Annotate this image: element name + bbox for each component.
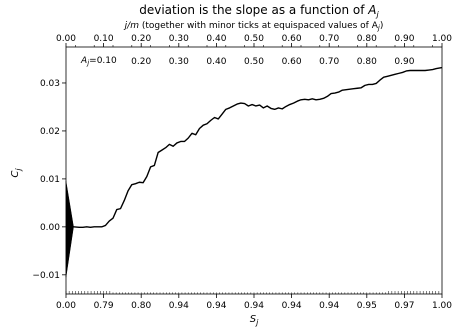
- plot-frame: [65, 46, 443, 295]
- inner-tick-label-5: 0.70: [319, 57, 339, 67]
- top-tick-label-8: 0.80: [357, 34, 377, 44]
- top-tick-label-3: 0.30: [169, 34, 189, 44]
- inner-annotation-var: A: [80, 56, 87, 66]
- top-tick-label-4: 0.40: [206, 34, 226, 44]
- top-tick-label-7: 0.70: [319, 34, 339, 44]
- inner-tick-label-3: 0.50: [244, 57, 264, 67]
- inner-tick-label-0: 0.20: [131, 57, 151, 67]
- y-tick-label-3: 0.02: [40, 127, 60, 137]
- top-tick-label-9: 0.90: [394, 34, 414, 44]
- y-tick-label-2: 0.01: [40, 175, 60, 185]
- bottom-tick-label-7: 0.94: [319, 301, 339, 311]
- top-tick-label-2: 0.20: [131, 34, 151, 44]
- top-tick-label-6: 0.60: [282, 34, 302, 44]
- inner-tick-label-1: 0.30: [169, 57, 189, 67]
- y-axis-label-var: C: [10, 171, 21, 178]
- y-tick-label-1: 0.00: [40, 223, 60, 233]
- bottom-tick-label-2: 0.80: [131, 301, 151, 311]
- top-axis-label: j/m (together with minor ticks at equisp…: [123, 21, 384, 32]
- bottom-tick-label-0: 0.00: [56, 301, 76, 311]
- chart-title-sub: j: [376, 10, 380, 19]
- y-axis-label: Cj: [10, 168, 23, 178]
- inner-annotation-sub: j: [86, 59, 89, 67]
- chart-title-text: deviation is the slope as a function of: [139, 3, 368, 17]
- top-tick-label-1: 0.10: [94, 34, 114, 44]
- bottom-tick-label-3: 0.94: [169, 301, 189, 311]
- bottom-tick-label-10: 1.00: [432, 301, 452, 311]
- series-spike: [65, 181, 74, 278]
- inner-annotation: Aj=0.10: [80, 56, 117, 67]
- top-axis-label-text: (together with minor ticks at equispaced…: [139, 21, 379, 31]
- bottom-tick-label-1: 0.79: [94, 301, 114, 311]
- y-tick-label-4: 0.03: [40, 79, 60, 89]
- series-line-0: [66, 66, 443, 229]
- y-tick-label-0: −0.01: [32, 271, 60, 281]
- data-layer: [65, 66, 443, 278]
- inner-annotation-rest: =0.10: [89, 56, 117, 66]
- top-tick-label-0: 0.00: [56, 34, 76, 44]
- bottom-tick-label-4: 0.94: [206, 301, 226, 311]
- x-axis-label: Sj: [250, 314, 259, 327]
- top-axis-label-var: j/m: [123, 21, 140, 31]
- inner-tick-label-4: 0.60: [282, 57, 302, 67]
- chart-title: deviation is the slope as a function of …: [139, 3, 379, 19]
- top-axis-label-suffix: ): [380, 21, 384, 31]
- chart-title-var: A: [367, 3, 376, 17]
- top-tick-label-5: 0.50: [244, 34, 264, 44]
- x-axis-label-sub: j: [255, 318, 259, 327]
- plot-area: [65, 46, 443, 295]
- y-axis-label-sub: j: [14, 168, 23, 172]
- x-axis-label-var: S: [250, 314, 257, 325]
- inner-tick-label-6: 0.80: [357, 57, 377, 67]
- bottom-tick-label-8: 0.95: [357, 301, 377, 311]
- bottom-tick-label-6: 0.94: [282, 301, 302, 311]
- bottom-tick-label-5: 0.94: [244, 301, 264, 311]
- bottom-tick-label-9: 0.97: [394, 301, 414, 311]
- top-tick-label-10: 1.00: [432, 34, 452, 44]
- inner-tick-label-7: 0.90: [394, 57, 414, 67]
- ticks-layer: 0.00 0.10 0.20 0.30 0.40 0.50 0.60 0.70 0.80 0.90…: [32, 34, 452, 311]
- top-axis-label-sub: j: [377, 24, 380, 32]
- inner-tick-label-2: 0.40: [206, 57, 226, 67]
